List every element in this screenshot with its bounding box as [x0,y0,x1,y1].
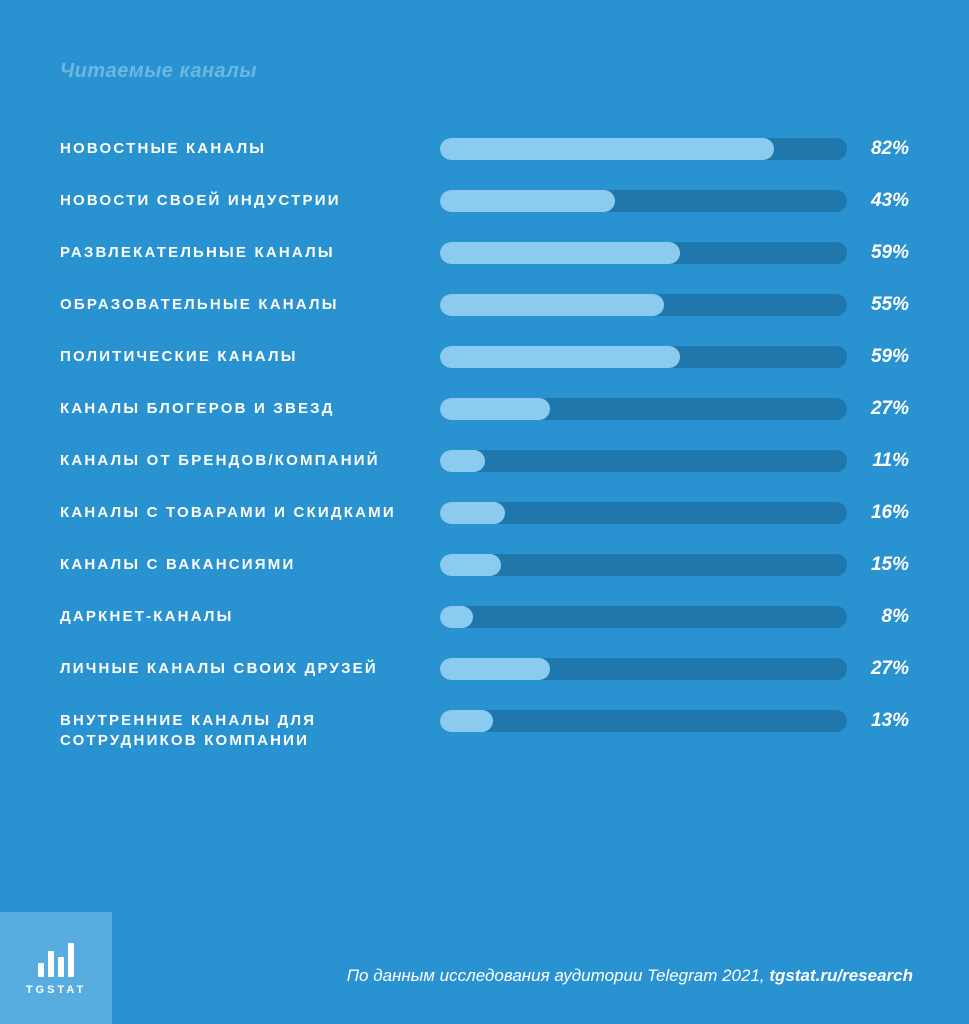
bar-row: ЛИЧНЫЕ КАНАЛЫ СВОИХ ДРУЗЕЙ 27% [60,658,909,680]
bar-chart: НОВОСТНЫЕ КАНАЛЫ 82% НОВОСТИ СВОЕЙ ИНДУСТР… [0,83,969,912]
bar-track [440,294,847,316]
bar-track [440,346,847,368]
bar-area: 59% [440,242,909,264]
bar-row: КАНАЛЫ С ВАКАНСИЯМИ 15% [60,554,909,576]
bar-track [440,606,847,628]
bar-label: ВНУТРЕННИЕ КАНАЛЫ ДЛЯ СОТРУДНИКОВ КОМПАН… [60,710,440,752]
bar-value: 82% [847,138,909,160]
bar-row: НОВОСТНЫЕ КАНАЛЫ 82% [60,138,909,160]
logo-bar-segment [48,951,54,977]
bar-value: 8% [847,606,909,628]
bar-label: НОВОСТИ СВОЕЙ ИНДУСТРИИ [60,190,440,211]
bar-area: 27% [440,398,909,420]
bar-track [440,242,847,264]
bar-row: ВНУТРЕННИЕ КАНАЛЫ ДЛЯ СОТРУДНИКОВ КОМПАН… [60,710,909,752]
bar-area: 13% [440,710,909,732]
bar-label: ПОЛИТИЧЕСКИЕ КАНАЛЫ [60,346,440,367]
bar-track [440,502,847,524]
bar-area: 43% [440,190,909,212]
bar-fill [440,450,485,472]
bar-label: НОВОСТНЫЕ КАНАЛЫ [60,138,440,159]
bar-value: 59% [847,242,909,264]
bar-label: ЛИЧНЫЕ КАНАЛЫ СВОИХ ДРУЗЕЙ [60,658,440,679]
bar-label: РАЗВЛЕКАТЕЛЬНЫЕ КАНАЛЫ [60,242,440,263]
bar-fill [440,502,505,524]
bar-row: ОБРАЗОВАТЕЛЬНЫЕ КАНАЛЫ 55% [60,294,909,316]
bar-area: 59% [440,346,909,368]
bar-label: КАНАЛЫ С ВАКАНСИЯМИ [60,554,440,575]
bar-label: ОБРАЗОВАТЕЛЬНЫЕ КАНАЛЫ [60,294,440,315]
logo-bar-segment [68,943,74,977]
bar-track [440,190,847,212]
logo-bar-segment [38,963,44,977]
bar-fill [440,554,501,576]
bar-area: 27% [440,658,909,680]
bar-track [440,138,847,160]
bar-value: 13% [847,710,909,732]
bar-row: КАНАЛЫ БЛОГЕРОВ И ЗВЕЗД 27% [60,398,909,420]
bar-fill [440,294,664,316]
bar-area: 15% [440,554,909,576]
bar-value: 11% [847,450,909,472]
bar-value: 27% [847,398,909,420]
bar-label: КАНАЛЫ БЛОГЕРОВ И ЗВЕЗД [60,398,440,419]
bar-row: КАНАЛЫ ОТ БРЕНДОВ/КОМПАНИЙ 11% [60,450,909,472]
bar-label: КАНАЛЫ С ТОВАРАМИ И СКИДКАМИ [60,502,440,523]
bar-track [440,554,847,576]
bar-fill [440,190,615,212]
bar-fill [440,658,550,680]
logo-bar-segment [58,957,64,977]
footer-caption: По данным исследования аудитории Telegra… [112,966,969,1024]
bar-track [440,450,847,472]
bar-fill [440,710,493,732]
bar-fill [440,138,774,160]
bar-value: 59% [847,346,909,368]
bar-fill [440,398,550,420]
bar-value: 43% [847,190,909,212]
bar-fill [440,346,680,368]
bar-track [440,710,847,732]
bar-value: 16% [847,502,909,524]
bar-value: 27% [847,658,909,680]
logo-text: TGSTAT [26,984,86,996]
bar-track [440,398,847,420]
bar-area: 8% [440,606,909,628]
bar-track [440,658,847,680]
footer: TGSTAT По данным исследования аудитории … [0,912,969,1024]
bar-row: ДАРКНЕТ-КАНАЛЫ 8% [60,606,909,628]
bar-row: РАЗВЛЕКАТЕЛЬНЫЕ КАНАЛЫ 59% [60,242,909,264]
bar-area: 82% [440,138,909,160]
bar-label: ДАРКНЕТ-КАНАЛЫ [60,606,440,627]
footer-caption-prefix: По данным исследования аудитории Telegra… [347,966,770,985]
bar-fill [440,242,680,264]
logo-bars-icon [38,941,74,977]
bar-label: КАНАЛЫ ОТ БРЕНДОВ/КОМПАНИЙ [60,450,440,471]
logo-box: TGSTAT [0,912,112,1024]
page: Читаемые каналы НОВОСТНЫЕ КАНАЛЫ82%НОВОС… [0,0,969,1024]
bar-fill [440,606,473,628]
bar-value: 15% [847,554,909,576]
chart-title: Читаемые каналы [0,0,969,83]
footer-caption-link: tgstat.ru/research [769,966,913,985]
bar-row: КАНАЛЫ С ТОВАРАМИ И СКИДКАМИ 16% [60,502,909,524]
bar-row: ПОЛИТИЧЕСКИЕ КАНАЛЫ 59% [60,346,909,368]
bar-value: 55% [847,294,909,316]
bar-row: НОВОСТИ СВОЕЙ ИНДУСТРИИ 43% [60,190,909,212]
bar-area: 11% [440,450,909,472]
bar-area: 16% [440,502,909,524]
bar-area: 55% [440,294,909,316]
